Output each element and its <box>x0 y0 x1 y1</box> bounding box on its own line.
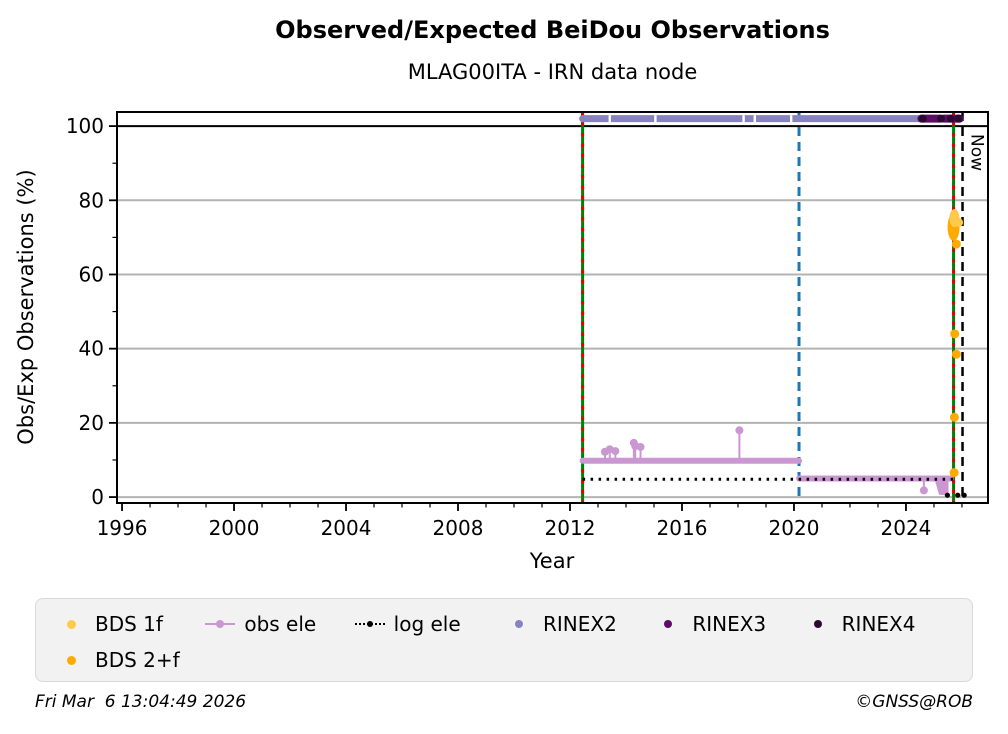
legend-item-rinex4: RINEX4 <box>803 609 952 639</box>
rinex2-gap <box>789 115 793 123</box>
x-tick-label: 2004 <box>321 516 372 540</box>
log_ele-end-point <box>944 492 951 498</box>
legend-label: RINEX3 <box>692 612 767 636</box>
legend-label: BDS 1f <box>95 612 163 636</box>
rinex2-gap <box>608 115 611 123</box>
obs-ele-marker-icon <box>205 618 236 630</box>
timestamp: Fri Mar 6 13:04:49 2026 <box>35 692 247 712</box>
rinex2-gap <box>742 115 745 123</box>
obs_ele-drop-point <box>919 486 928 495</box>
legend-item-rinex3: RINEX3 <box>653 609 802 639</box>
obs_ele-end-blob <box>933 477 949 495</box>
x-tick-label: 2008 <box>433 516 484 540</box>
legend-label: log ele <box>393 612 461 636</box>
bds_2f-point <box>949 468 959 478</box>
log_ele-end-point <box>961 492 967 498</box>
y-tick-label: 0 <box>91 485 104 509</box>
chart-subtitle: MLAG00ITA - IRN data node <box>407 60 698 84</box>
legend-dot <box>813 620 822 628</box>
legend-item-bds-2f: BDS 2+f <box>56 645 205 675</box>
rinex4-point <box>936 114 945 123</box>
obs_ele-spike-point <box>611 447 620 456</box>
legend-dot <box>366 621 373 627</box>
legend-label: BDS 2+f <box>95 648 180 672</box>
x-tick-label: 2020 <box>769 516 820 540</box>
y-tick-label: 100 <box>66 114 104 138</box>
legend-item-bds-1f: BDS 1f <box>56 609 205 639</box>
legend-dot <box>514 620 523 628</box>
y-tick-label: 40 <box>79 337 104 361</box>
rinex2-gap <box>753 115 756 123</box>
footer: Fri Mar 6 13:04:49 2026 ©GNSS@ROB <box>35 692 973 712</box>
legend-dot <box>216 620 225 628</box>
log-ele-marker-icon <box>354 618 385 630</box>
legend-item-log-ele: log ele <box>354 609 504 639</box>
rinex4-point <box>918 114 927 123</box>
rinex4-marker-icon <box>803 618 833 630</box>
y-tick-label: 20 <box>79 411 104 435</box>
x-tick-label: 2012 <box>545 516 596 540</box>
x-tick-label: 2016 <box>657 516 708 540</box>
copyright: ©GNSS@ROB <box>855 692 973 712</box>
rinex2-gap <box>654 115 657 123</box>
bds_2f-point <box>951 349 961 359</box>
bds-2f-marker-icon <box>56 654 86 666</box>
y-axis-label: Obs/Exp Observations (%) <box>14 169 38 444</box>
plot-area: Now 1996 2000 2004 2008 2012 2016 2020 2024 0 20 40… <box>14 111 989 573</box>
x-axis-label: Year <box>529 549 575 573</box>
legend-dot <box>66 655 76 665</box>
bds-1f-marker-icon <box>56 618 86 630</box>
chart-title: Observed/Expected BeiDou Observations <box>275 16 830 44</box>
bds_2f-point <box>951 239 961 249</box>
rinex2-marker-icon <box>504 618 534 630</box>
plot-frame <box>116 111 989 504</box>
legend-label: RINEX2 <box>542 612 617 636</box>
legend-item-rinex2: RINEX2 <box>504 609 653 639</box>
legend-label: obs ele <box>244 612 317 636</box>
x-tick-label: 1996 <box>97 516 148 540</box>
bds_2f-point <box>950 329 960 339</box>
rinex4-point <box>946 114 955 123</box>
rinex4-point <box>954 114 963 123</box>
x-tick-label: 2024 <box>881 516 932 540</box>
obs_ele-spike-point <box>735 426 744 435</box>
legend: BDS 1f obs ele log ele RINEX2 RINEX3 RIN… <box>35 598 973 682</box>
y-tick-label: 80 <box>79 188 104 212</box>
y-tick-label: 60 <box>79 262 104 286</box>
bds_2f-point <box>949 412 959 422</box>
now-label: Now <box>967 134 987 171</box>
rinex3-marker-icon <box>653 618 683 630</box>
legend-dot <box>66 619 76 629</box>
bds_1f-point <box>954 218 964 228</box>
log_ele-end-point <box>955 492 961 498</box>
legend-label: RINEX4 <box>841 612 916 636</box>
obs_ele-spike-point <box>636 442 645 451</box>
legend-item-obs-ele: obs ele <box>205 609 354 639</box>
legend-dot <box>664 620 673 628</box>
x-tick-label: 2000 <box>209 516 260 540</box>
